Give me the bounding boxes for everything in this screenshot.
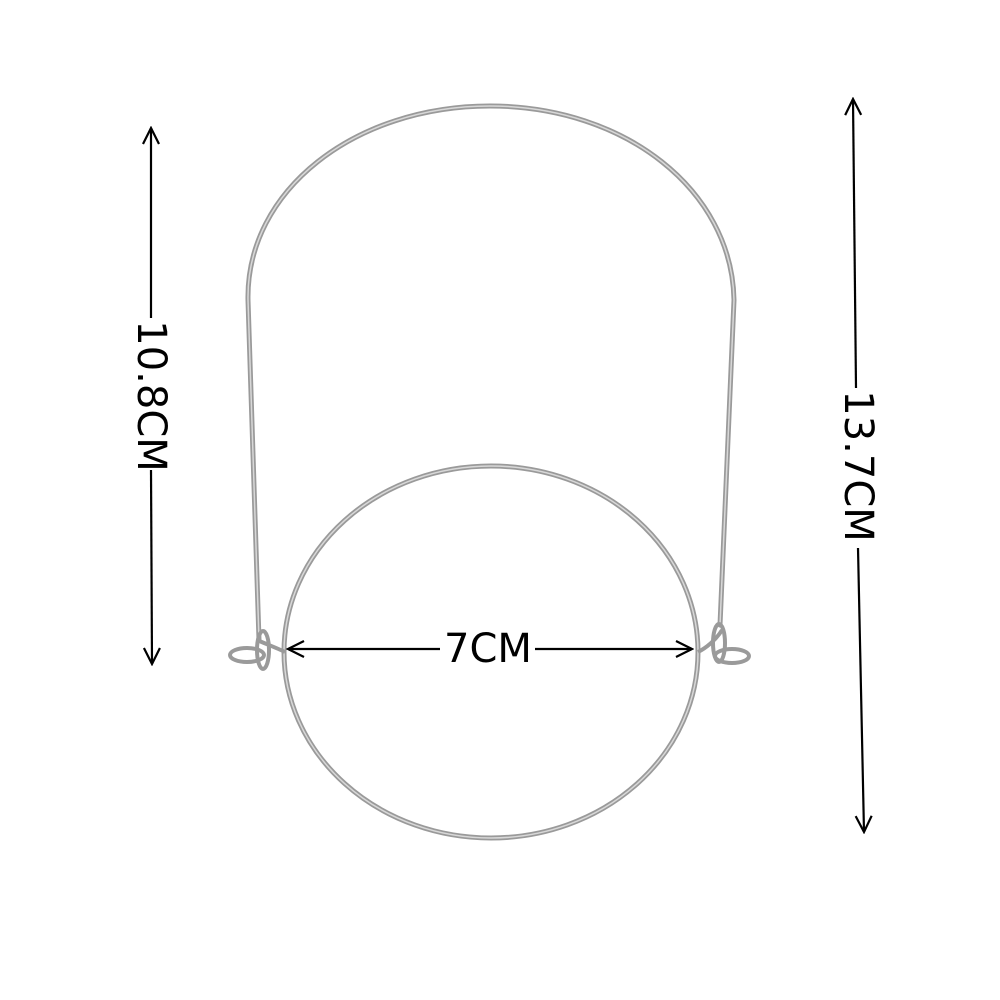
left-hook-loop [228,629,286,671]
handle-height-dimension: 10.8CM [128,128,174,664]
right-hook-loop [697,622,751,665]
ring-diameter-dimension: 7CM [288,626,692,672]
total-height-arrow-bottom [858,547,864,832]
handle-height-label: 10.8CM [128,320,174,472]
total-height-dimension: 13.7CM [835,99,881,832]
wire-handle [245,103,737,643]
handle-height-arrow-bottom [151,469,152,664]
total-height-arrow-top [853,99,856,389]
ring-diameter-label: 7CM [444,626,532,672]
total-height-label: 13.7CM [835,390,881,542]
